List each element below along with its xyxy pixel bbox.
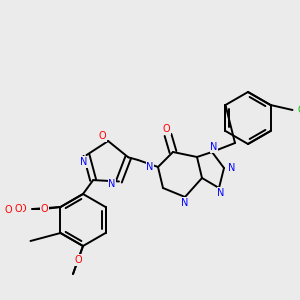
Text: N: N (181, 198, 189, 208)
Text: N: N (80, 157, 87, 167)
Text: O: O (5, 205, 13, 215)
Text: O: O (74, 255, 82, 265)
Text: N: N (210, 142, 218, 152)
Text: O: O (19, 204, 26, 214)
Text: O: O (162, 124, 170, 134)
Text: O: O (98, 131, 106, 141)
Text: O: O (15, 204, 22, 214)
Text: N: N (108, 179, 116, 190)
Text: N: N (217, 188, 225, 198)
Text: O: O (41, 204, 48, 214)
Text: Cl: Cl (298, 105, 300, 115)
Text: N: N (146, 162, 154, 172)
Text: N: N (228, 163, 236, 173)
